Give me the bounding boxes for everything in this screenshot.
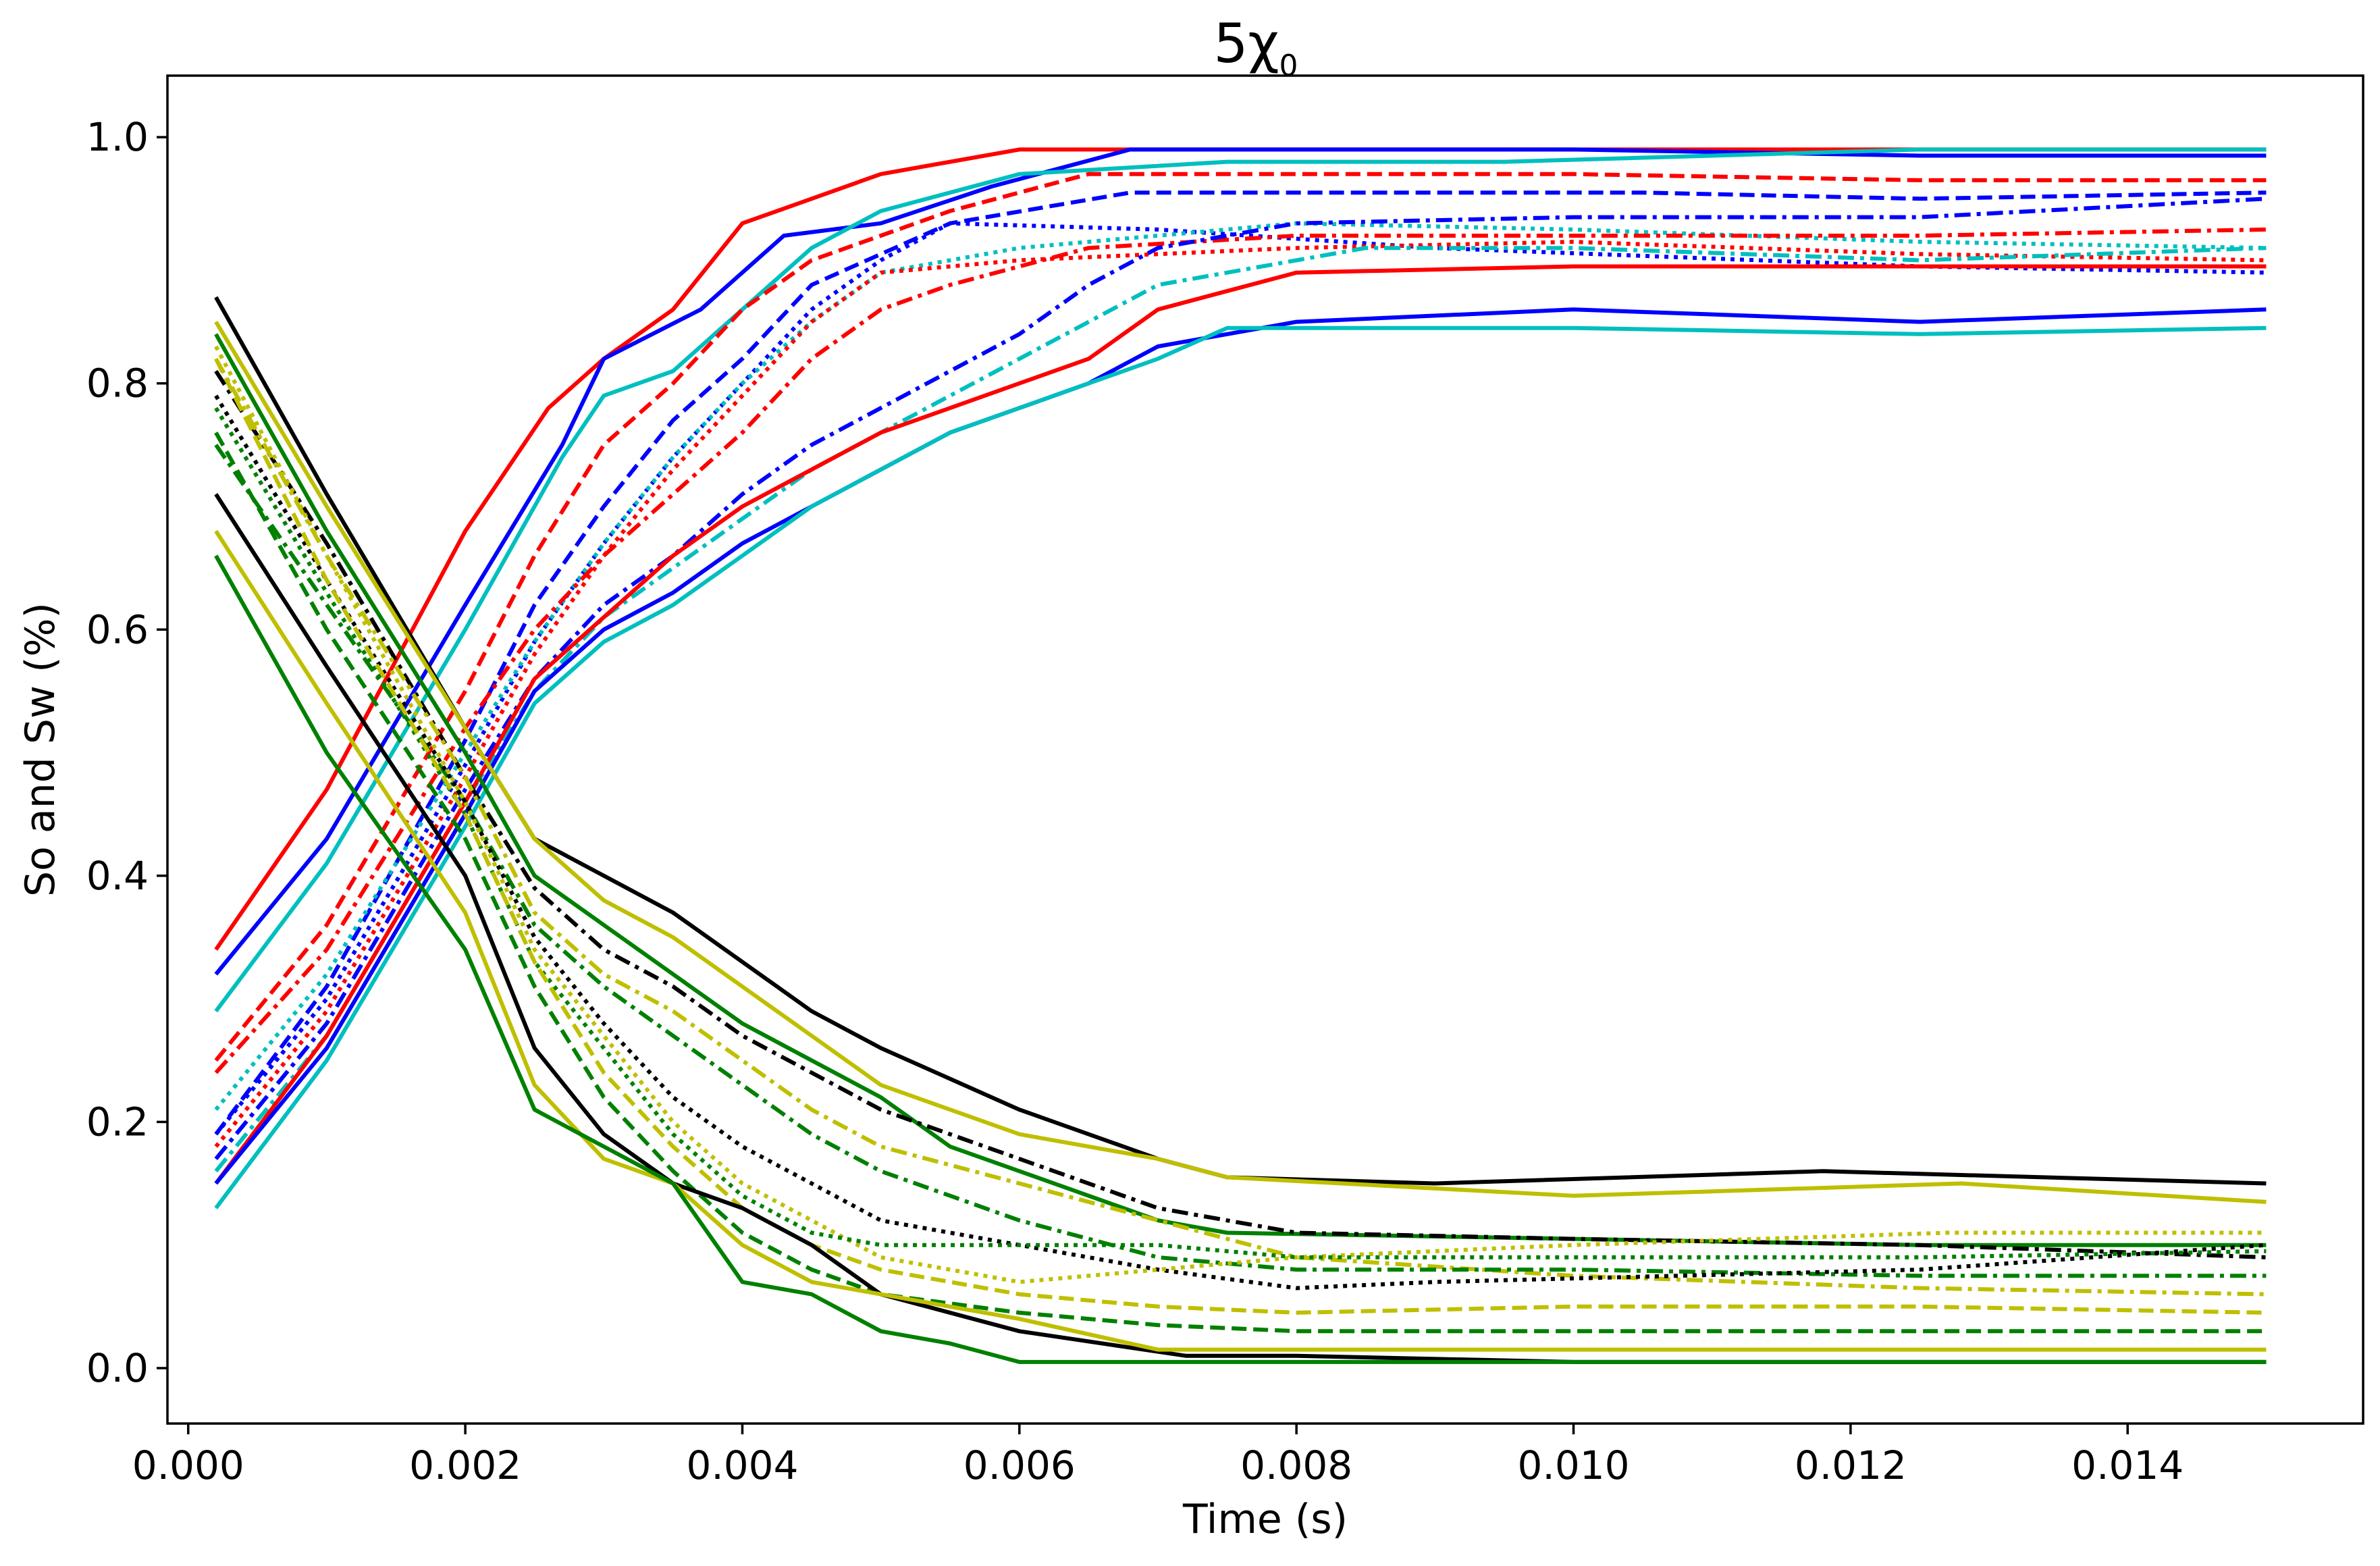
series-line-water-19 bbox=[214, 357, 2267, 1297]
x-tick-label: 0.002 bbox=[409, 1442, 521, 1488]
y-tick-label: 1.0 bbox=[86, 114, 149, 160]
series-line-oil-2 bbox=[214, 147, 2267, 976]
x-axis-label: Time (s) bbox=[1182, 1496, 1348, 1543]
chart-title-subscript: 0 bbox=[1279, 49, 1298, 83]
chart-title-main: 5χ bbox=[1213, 12, 1279, 75]
x-tick-label: 0.008 bbox=[1240, 1442, 1352, 1488]
series-line-water-16 bbox=[214, 321, 2267, 1204]
x-tick-label: 0.012 bbox=[1795, 1442, 1907, 1488]
y-tick-label: 0.8 bbox=[86, 361, 149, 407]
series-line-water-21 bbox=[214, 394, 2267, 1290]
y-tick-label: 0.0 bbox=[86, 1345, 149, 1391]
x-tick-label: 0.000 bbox=[132, 1442, 244, 1488]
y-axis-label: So and Sw (%) bbox=[17, 602, 64, 897]
y-axis-ticks: 0.0 0.2 0.4 0.6 0.8 1.0 bbox=[86, 114, 167, 1391]
chart-title: 5χ0 bbox=[1213, 12, 1298, 83]
x-tick-label: 0.004 bbox=[686, 1442, 798, 1488]
x-tick-label: 0.014 bbox=[2071, 1442, 2184, 1488]
y-tick-label: 0.4 bbox=[86, 853, 149, 899]
series-line-oil-3 bbox=[214, 147, 2267, 1013]
y-tick-label: 0.6 bbox=[86, 606, 149, 652]
x-axis-ticks: 0.000 0.002 0.004 0.006 0.008 0.010 0.012 0.014 bbox=[132, 1424, 2184, 1488]
series-line-water-26 bbox=[214, 493, 2267, 1364]
series-line-oil-7 bbox=[214, 221, 2267, 1112]
series-line-oil-4 bbox=[214, 172, 2267, 1062]
series-line-oil-9 bbox=[214, 227, 2267, 1074]
series-layer bbox=[214, 147, 2267, 1364]
series-line-water-27 bbox=[214, 529, 2267, 1352]
x-tick-label: 0.006 bbox=[963, 1442, 1076, 1488]
series-line-water-18 bbox=[214, 369, 2267, 1259]
series-line-oil-5 bbox=[214, 190, 2267, 1136]
x-tick-label: 0.010 bbox=[1517, 1442, 1629, 1488]
series-line-oil-12 bbox=[214, 264, 2267, 1185]
plot-frame bbox=[166, 74, 2364, 1425]
series-line-water-28 bbox=[214, 554, 2267, 1364]
series-line-oil-14 bbox=[214, 325, 2267, 1209]
series-line-water-25 bbox=[214, 432, 2267, 1334]
y-tick-label: 0.2 bbox=[86, 1099, 149, 1145]
